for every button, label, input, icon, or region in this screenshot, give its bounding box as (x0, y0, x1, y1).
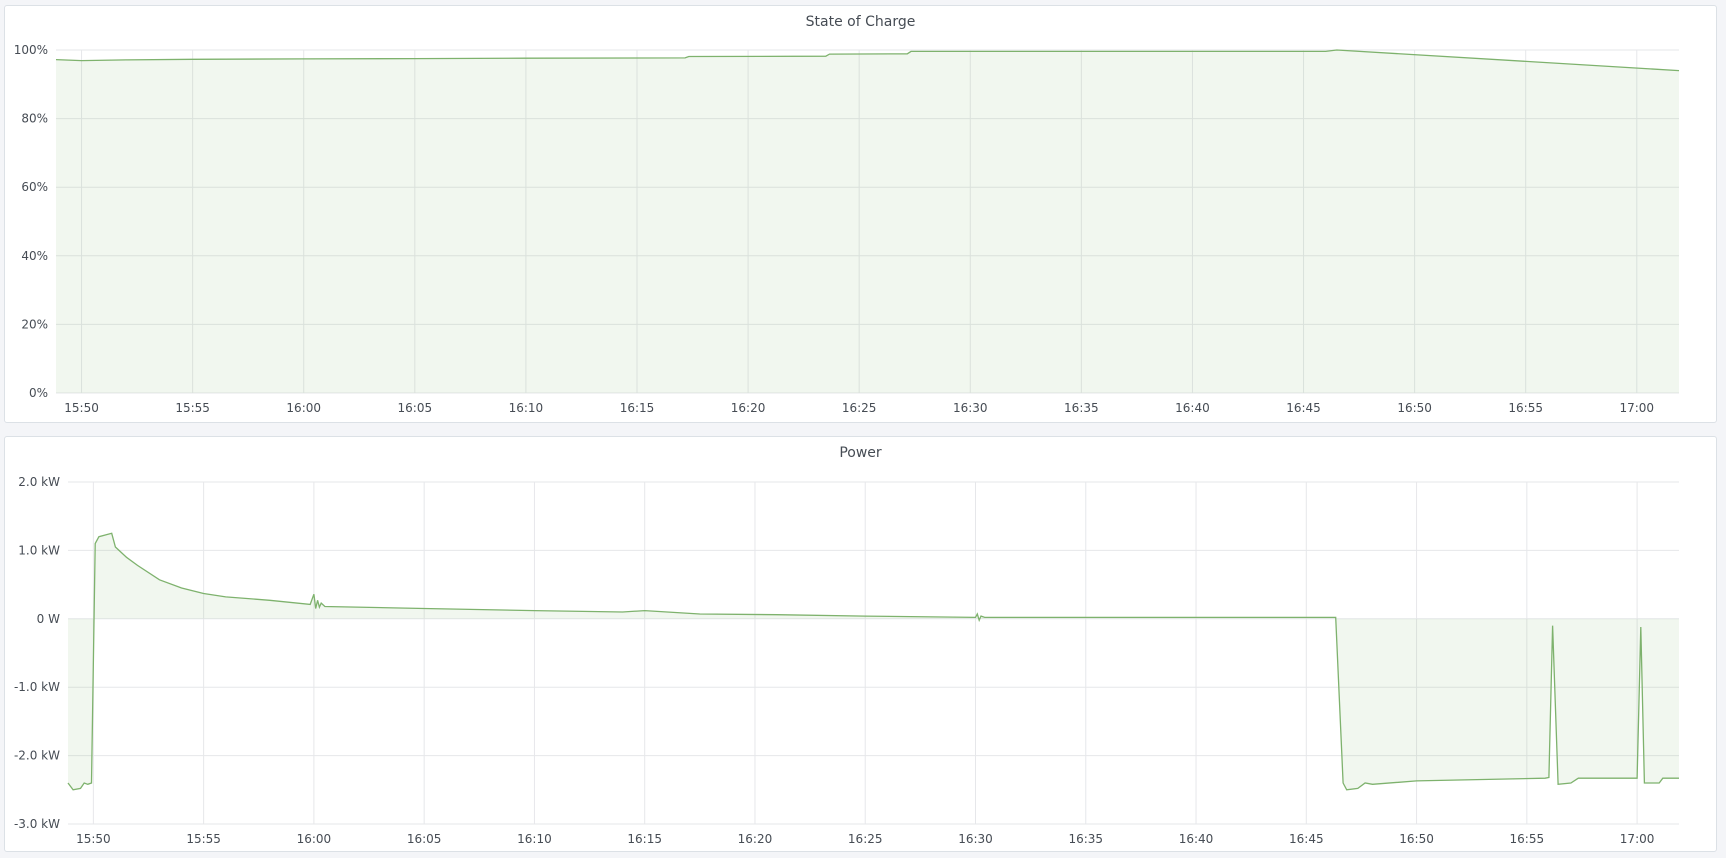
power-chart: -3.0 kW -2.0 kW -1.0 kW 0 W 1.0 kW 2.0 kW 15:5… (14, 475, 1679, 846)
x-tick-label: 16:40 (1175, 401, 1210, 415)
power-panel: Power -3.0 kW -2.0 kW -1.0 kW 0 W 1.0 kW 2.0 … (4, 436, 1717, 852)
x-tick-label: 17:00 (1620, 832, 1655, 846)
x-tick-label: 16:15 (627, 832, 662, 846)
x-tick-label: 16:30 (958, 832, 993, 846)
x-tick-label: 16:55 (1510, 832, 1545, 846)
x-tick-label: 16:20 (731, 401, 766, 415)
x-tick-label: 16:25 (848, 832, 883, 846)
state-of-charge-chart: 0% 20% 40% 60% 80% 100% 15:50 15:55 16:00 16:05 16… (14, 43, 1680, 415)
x-tick-label: 16:50 (1397, 401, 1432, 415)
x-tick-label: 16:20 (738, 832, 773, 846)
x-tick-label: 16:35 (1068, 832, 1103, 846)
x-tick-label: 15:55 (175, 401, 210, 415)
y-tick-label: 0% (29, 386, 48, 400)
y-tick-label: 60% (21, 180, 48, 194)
x-tick-label: 16:30 (953, 401, 988, 415)
series-line (67, 532, 1679, 791)
state-of-charge-panel: State of Charge 0% 20% 40% 60% 80% 100% 15:50 1… (4, 5, 1717, 423)
panel-title[interactable]: Power (839, 445, 882, 461)
series-area-fill (68, 533, 1679, 790)
y-tick-label: 1.0 kW (18, 543, 60, 557)
x-tick-label: 16:15 (620, 401, 655, 415)
x-tick-label: 16:05 (407, 832, 442, 846)
series-area-fill (56, 50, 1679, 393)
y-tick-label: -3.0 kW (14, 817, 60, 831)
y-tick-label: -2.0 kW (14, 749, 60, 763)
x-tick-label: 15:50 (64, 401, 99, 415)
x-tick-label: 16:50 (1399, 832, 1434, 846)
x-tick-label: 15:50 (76, 832, 111, 846)
x-tick-label: 16:25 (842, 401, 877, 415)
y-tick-label: 80% (21, 112, 48, 126)
x-tick-label: 16:55 (1508, 401, 1543, 415)
x-tick-label: 15:55 (186, 832, 221, 846)
y-tick-label: 20% (21, 317, 48, 331)
x-tick-label: 16:05 (398, 401, 433, 415)
x-tick-label: 16:10 (509, 401, 544, 415)
series-line (55, 49, 1680, 72)
x-tick-label: 17:00 (1619, 401, 1654, 415)
x-tick-label: 16:45 (1286, 401, 1321, 415)
panel-title[interactable]: State of Charge (805, 14, 916, 30)
y-tick-label: -1.0 kW (14, 680, 60, 694)
x-tick-label: 16:35 (1064, 401, 1099, 415)
y-tick-label: 100% (14, 43, 48, 57)
x-tick-label: 16:45 (1289, 832, 1324, 846)
y-tick-label: 2.0 kW (18, 475, 60, 489)
x-tick-label: 16:40 (1179, 832, 1214, 846)
x-tick-label: 16:10 (517, 832, 552, 846)
y-tick-label: 0 W (37, 612, 60, 626)
y-tick-label: 40% (21, 249, 48, 263)
x-tick-label: 16:00 (297, 832, 332, 846)
x-tick-label: 16:00 (286, 401, 321, 415)
